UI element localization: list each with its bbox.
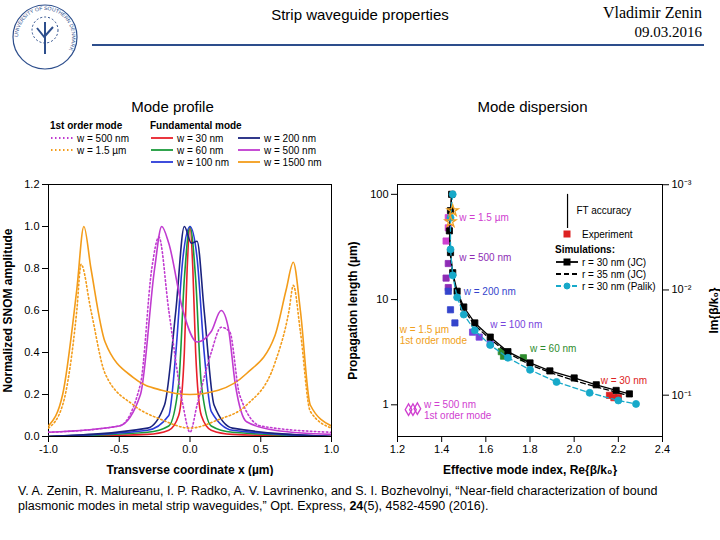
svg-text:0.6: 0.6 bbox=[24, 304, 39, 316]
svg-text:2.0: 2.0 bbox=[567, 443, 582, 455]
html-text:w = 1.5 µm: w = 1.5 µm bbox=[77, 144, 127, 156]
html-text:Experiment: Experiment bbox=[582, 228, 633, 240]
html-text:r = 35 nm (JC): r = 35 nm (JC) bbox=[582, 268, 647, 280]
svg-text:w = 500 nm1st order mode: w = 500 nm1st order mode bbox=[423, 399, 492, 421]
svg-text:0.0: 0.0 bbox=[182, 443, 197, 455]
svg-text:w = 30 nm: w = 30 nm bbox=[600, 375, 647, 386]
svg-text:1.0: 1.0 bbox=[324, 443, 339, 455]
svg-text:0.2: 0.2 bbox=[24, 388, 39, 400]
html-text:V. A. Zenin, R. Malureanu, I.: V. A. Zenin, R. Malureanu, I. P. Radko, … bbox=[18, 484, 658, 513]
svg-text:1.2: 1.2 bbox=[390, 443, 405, 455]
html-text:w = 200 nm: w = 200 nm bbox=[264, 132, 316, 144]
svg-text:10⁻³: 10⁻³ bbox=[672, 178, 692, 190]
svg-text:Im{β/k₀}: Im{β/k₀} bbox=[707, 287, 720, 333]
svg-text:UNIVERSITY OF SOUTHERN DENMARK: UNIVERSITY OF SOUTHERN DENMARK bbox=[13, 5, 77, 52]
html-text:r = 30 nm (JC): r = 30 nm (JC) bbox=[582, 256, 647, 268]
svg-text:1.6: 1.6 bbox=[478, 443, 493, 455]
html-text:Mode profile: Mode profile bbox=[131, 98, 214, 115]
svg-text:10⁻¹: 10⁻¹ bbox=[672, 389, 692, 401]
svg-text:10⁻²: 10⁻² bbox=[672, 283, 692, 295]
svg-text:Propagation length (µm): Propagation length (µm) bbox=[346, 241, 360, 379]
svg-text:w = 500 nm: w = 500 nm bbox=[458, 252, 511, 263]
html-text:w = 500 nm: w = 500 nm bbox=[264, 144, 316, 156]
html-text:w = 30 nm: w = 30 nm bbox=[177, 132, 224, 144]
html-text:Mode dispersion: Mode dispersion bbox=[477, 98, 588, 115]
svg-text:Effective mode index, Re{β/k₀}: Effective mode index, Re{β/k₀} bbox=[443, 463, 617, 477]
html-text:w = 100 nm: w = 100 nm bbox=[177, 156, 229, 168]
svg-text:0.4: 0.4 bbox=[24, 346, 39, 358]
html-text:w = 1500 nm: w = 1500 nm bbox=[264, 156, 322, 168]
html-text:Fundamental mode: Fundamental mode bbox=[150, 120, 242, 131]
svg-text:1.0: 1.0 bbox=[24, 220, 39, 232]
svg-text:w = 200 nm: w = 200 nm bbox=[463, 286, 516, 297]
svg-text:0.8: 0.8 bbox=[24, 262, 39, 274]
html-text:w = 500 nm: w = 500 nm bbox=[77, 132, 129, 144]
html-text:r = 30 nm (Palik): r = 30 nm (Palik) bbox=[582, 280, 656, 292]
html-text:Vladimir Zenin: Vladimir Zenin bbox=[602, 4, 702, 21]
svg-text:1: 1 bbox=[382, 398, 388, 410]
html-text:1st order mode: 1st order mode bbox=[50, 120, 123, 131]
svg-text:-1.0: -1.0 bbox=[39, 443, 58, 455]
svg-text:2.4: 2.4 bbox=[655, 443, 670, 455]
svg-text:w = 100 nm: w = 100 nm bbox=[489, 319, 542, 330]
svg-text:0.5: 0.5 bbox=[253, 443, 268, 455]
svg-text:w = 60 nm: w = 60 nm bbox=[529, 343, 576, 354]
svg-text:10: 10 bbox=[376, 293, 388, 305]
svg-text:1.4: 1.4 bbox=[434, 443, 449, 455]
html-text:Simulations:: Simulations: bbox=[555, 244, 615, 255]
svg-text:Transverse coordinate x (µm): Transverse coordinate x (µm) bbox=[107, 463, 274, 477]
svg-text:w = 1.5 µm1st order mode: w = 1.5 µm1st order mode bbox=[399, 324, 468, 346]
svg-text:1.8: 1.8 bbox=[522, 443, 537, 455]
svg-text:2.2: 2.2 bbox=[611, 443, 626, 455]
html-text:Strip waveguide properties: Strip waveguide properties bbox=[271, 6, 449, 23]
svg-text:-0.5: -0.5 bbox=[110, 443, 129, 455]
svg-text:FT accuracy: FT accuracy bbox=[576, 205, 631, 216]
svg-text:1.2: 1.2 bbox=[24, 178, 39, 190]
html-text:09.03.2016: 09.03.2016 bbox=[634, 24, 702, 40]
svg-text:Normalized SNOM amplitude: Normalized SNOM amplitude bbox=[1, 228, 15, 392]
svg-text:w = 1.5 µm: w = 1.5 µm bbox=[458, 212, 508, 223]
svg-text:100: 100 bbox=[370, 188, 388, 200]
svg-text:0.0: 0.0 bbox=[24, 430, 39, 442]
html-text:w = 60 nm: w = 60 nm bbox=[177, 144, 224, 156]
